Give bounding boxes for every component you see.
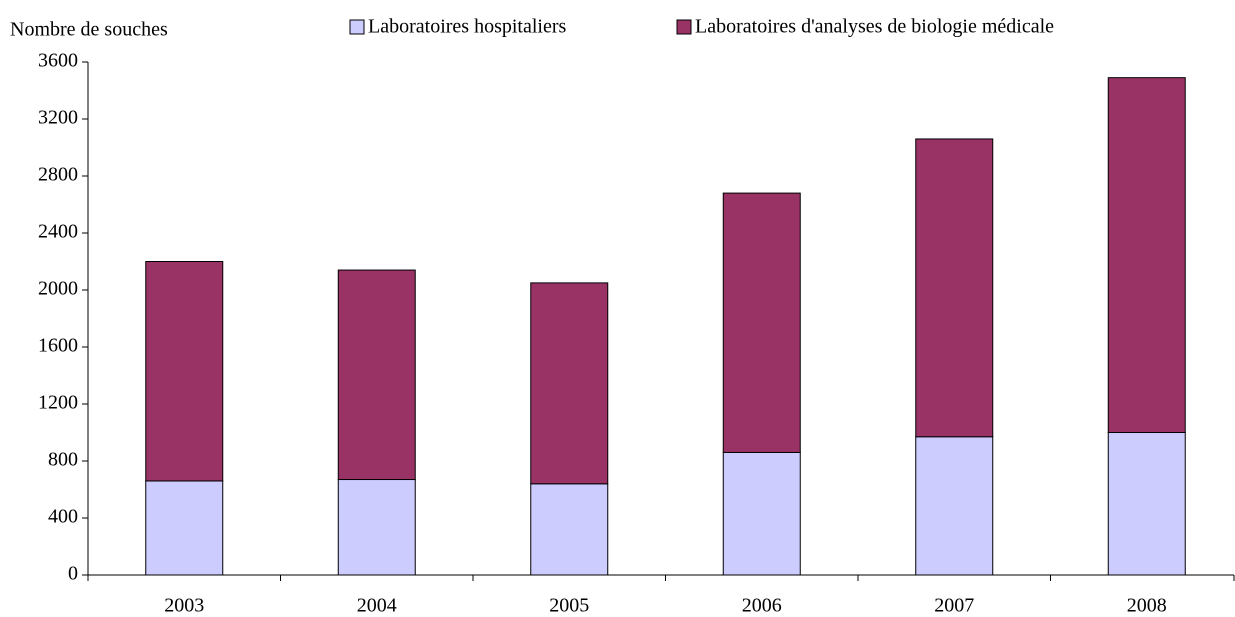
bar-segment — [915, 138, 994, 438]
bar-segment — [722, 451, 801, 576]
legend-swatch — [349, 19, 365, 35]
x-tick-label: 2004 — [357, 595, 397, 617]
y-tick-label: 2000 — [38, 278, 78, 300]
x-tick-label: 2005 — [549, 595, 589, 617]
bar-segment — [530, 483, 609, 576]
legend-swatch — [676, 19, 692, 35]
y-axis-label: Nombre de souches — [10, 19, 168, 41]
bar-segment — [722, 192, 801, 453]
x-tick-label: 2006 — [742, 595, 782, 617]
y-tick-label: 3200 — [38, 107, 78, 129]
x-tick-label: 2007 — [934, 595, 974, 617]
bar-segment — [337, 479, 416, 576]
bar-segment — [145, 480, 224, 576]
bar-segment — [530, 282, 609, 485]
bar-segment — [1107, 77, 1186, 434]
y-tick-label: 800 — [48, 449, 78, 471]
y-tick-label: 2400 — [38, 221, 78, 243]
bar-segment — [915, 436, 994, 576]
legend-label: Laboratoires d'analyses de biologie médi… — [695, 16, 1054, 38]
y-tick-label: 400 — [48, 506, 78, 528]
y-tick-label: 1200 — [38, 392, 78, 414]
y-tick-label: 3600 — [38, 50, 78, 72]
bar-segment — [337, 269, 416, 481]
y-tick-label: 2800 — [38, 164, 78, 186]
x-tick-label: 2008 — [1127, 595, 1167, 617]
bar-segment — [1107, 432, 1186, 576]
legend-label: Laboratoires hospitaliers — [368, 16, 566, 38]
x-tick-label: 2003 — [164, 595, 204, 617]
y-tick-label: 0 — [68, 563, 78, 585]
bar-segment — [145, 261, 224, 482]
y-tick-label: 1600 — [38, 335, 78, 357]
